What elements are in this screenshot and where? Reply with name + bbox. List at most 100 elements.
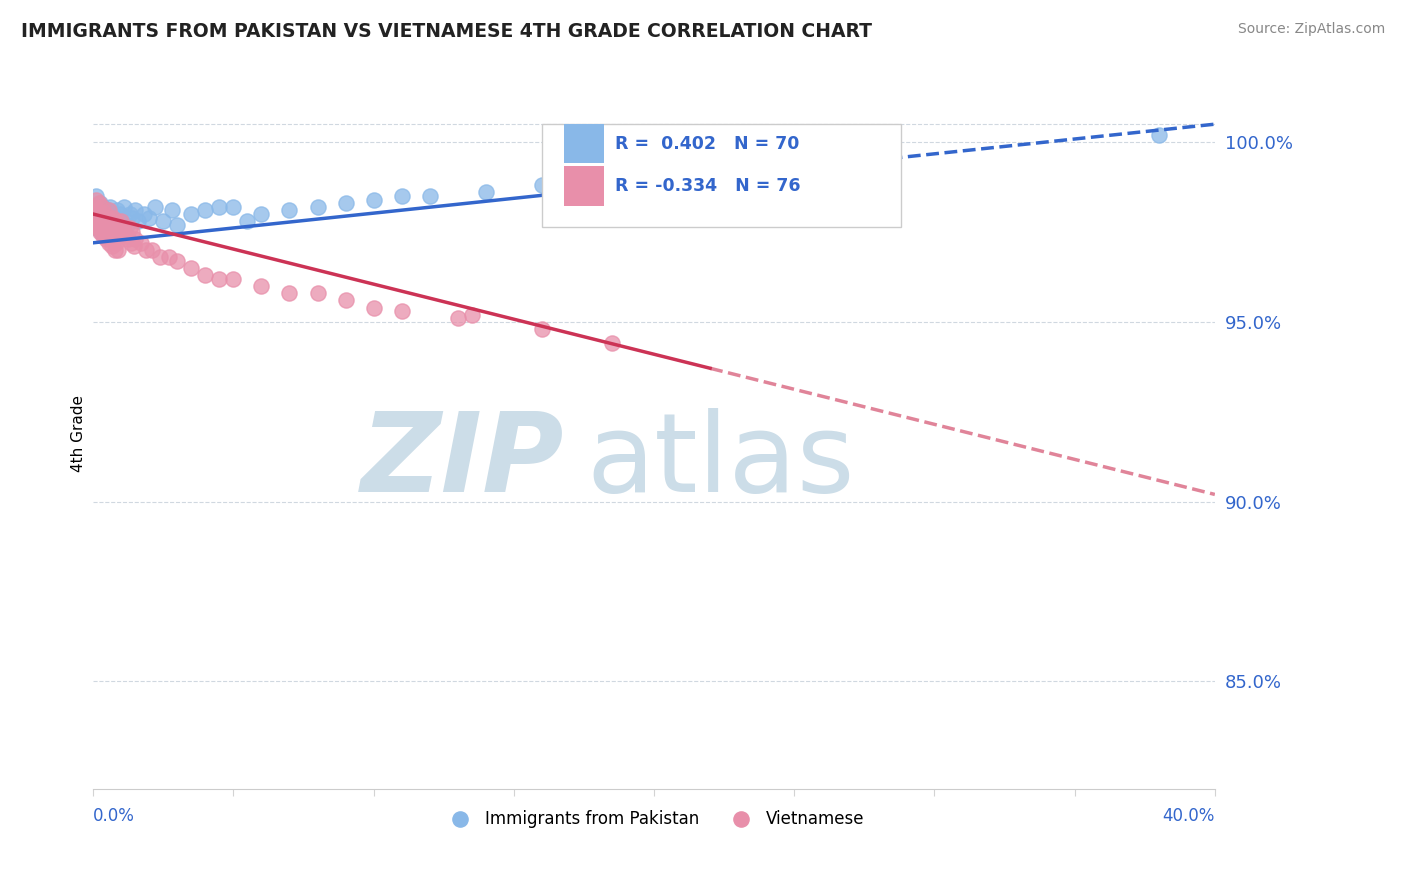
Bar xyxy=(564,124,603,163)
Point xyxy=(105,235,128,250)
Point xyxy=(101,239,124,253)
Point xyxy=(86,207,108,221)
Point xyxy=(96,207,118,221)
Point xyxy=(93,207,115,221)
Point xyxy=(124,232,146,246)
Point xyxy=(97,203,120,218)
Point xyxy=(91,214,114,228)
Point xyxy=(104,214,127,228)
Point xyxy=(129,235,152,250)
Point xyxy=(278,286,301,301)
Point xyxy=(474,186,496,200)
Point xyxy=(94,203,117,218)
FancyBboxPatch shape xyxy=(541,124,901,227)
Text: IMMIGRANTS FROM PAKISTAN VS VIETNAMESE 4TH GRADE CORRELATION CHART: IMMIGRANTS FROM PAKISTAN VS VIETNAMESE 4… xyxy=(21,22,872,41)
Point xyxy=(91,200,114,214)
Point xyxy=(1147,128,1170,142)
Point xyxy=(600,336,623,351)
Point xyxy=(149,250,172,264)
Point xyxy=(222,272,245,286)
Point xyxy=(117,232,139,246)
Point xyxy=(87,218,110,232)
Point xyxy=(83,211,105,225)
Point xyxy=(107,243,129,257)
Point xyxy=(127,214,149,228)
Point xyxy=(112,225,135,239)
Legend: Immigrants from Pakistan, Vietnamese: Immigrants from Pakistan, Vietnamese xyxy=(437,803,872,834)
Point xyxy=(90,218,112,232)
Point xyxy=(87,214,110,228)
Point xyxy=(103,232,125,246)
Point xyxy=(89,207,111,221)
Point xyxy=(111,221,134,235)
Point xyxy=(208,200,231,214)
Point xyxy=(87,214,110,228)
Point xyxy=(100,228,122,243)
Point xyxy=(166,218,188,232)
Point xyxy=(94,221,117,235)
Point xyxy=(83,200,105,214)
Point xyxy=(112,200,135,214)
Point xyxy=(86,214,108,228)
Point xyxy=(391,189,413,203)
Point xyxy=(90,207,112,221)
Point xyxy=(86,218,108,232)
Point xyxy=(103,221,125,235)
Point xyxy=(100,214,122,228)
Point xyxy=(447,311,470,326)
Point xyxy=(84,211,107,225)
Point xyxy=(461,308,484,322)
Point xyxy=(87,196,110,211)
Point xyxy=(107,218,129,232)
Point xyxy=(84,203,107,218)
Point xyxy=(115,218,138,232)
Point xyxy=(108,221,131,235)
Point xyxy=(98,235,121,250)
Point xyxy=(143,200,166,214)
Point xyxy=(87,221,110,235)
Point xyxy=(160,203,183,218)
Y-axis label: 4th Grade: 4th Grade xyxy=(72,395,86,472)
Point xyxy=(94,207,117,221)
Point xyxy=(93,211,115,225)
Point xyxy=(93,221,115,235)
Point xyxy=(100,225,122,239)
Point xyxy=(89,196,111,211)
Point xyxy=(101,211,124,225)
Point xyxy=(86,221,108,235)
Point xyxy=(236,214,259,228)
Text: R =  0.402   N = 70: R = 0.402 N = 70 xyxy=(614,135,799,153)
Point xyxy=(180,207,202,221)
Point xyxy=(208,272,231,286)
Point xyxy=(87,211,110,225)
Text: 40.0%: 40.0% xyxy=(1163,807,1215,825)
Point xyxy=(90,211,112,225)
Point xyxy=(93,211,115,225)
Point xyxy=(278,203,301,218)
Text: Source: ZipAtlas.com: Source: ZipAtlas.com xyxy=(1237,22,1385,37)
Point xyxy=(530,178,553,193)
Point xyxy=(363,301,385,315)
Point xyxy=(180,260,202,275)
Point xyxy=(87,203,110,218)
Point xyxy=(120,235,142,250)
Point xyxy=(89,200,111,214)
Point xyxy=(250,279,273,293)
Point xyxy=(141,243,163,257)
Point xyxy=(98,200,121,214)
Point xyxy=(84,200,107,214)
Point xyxy=(166,253,188,268)
Point xyxy=(98,211,121,225)
Point xyxy=(86,203,108,218)
Point xyxy=(83,214,105,228)
Point xyxy=(104,243,127,257)
Point xyxy=(103,214,125,228)
Point xyxy=(89,221,111,235)
Point xyxy=(118,221,141,235)
Point xyxy=(194,268,217,282)
Point xyxy=(93,218,115,232)
Text: ZIP: ZIP xyxy=(361,409,564,516)
Point xyxy=(84,218,107,232)
Point xyxy=(138,211,160,225)
Point xyxy=(118,207,141,221)
